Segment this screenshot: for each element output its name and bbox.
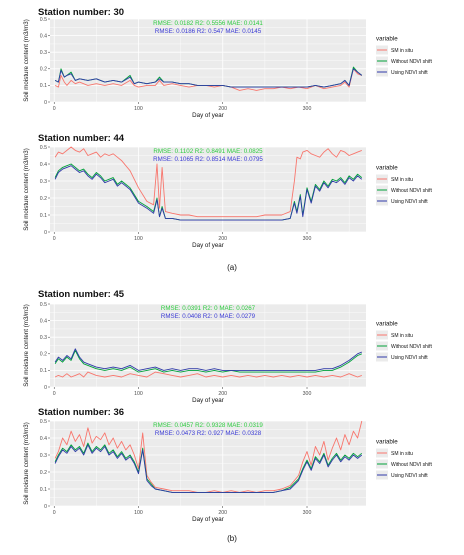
chart-title: Station number: 45 (38, 289, 125, 300)
y-tick-label: 0.2 (40, 196, 47, 202)
legend-item-label: Using NDVI shift (391, 355, 428, 361)
legend-title: variable (376, 321, 398, 328)
chart-panel-3: Station number: 36 0 0.1 0.2 0.3 0.4 0.5 0 100 20… (23, 407, 432, 523)
y-tick-label: 0.5 (40, 17, 47, 23)
series-line-3 (54, 165, 363, 221)
y-axis-label: Soil moisture content (m3/m3) (23, 304, 30, 387)
y-tick-label: 0.1 (40, 487, 47, 493)
subfigure-caption: (b) (227, 534, 237, 543)
y-tick-label: 0 (44, 100, 47, 106)
x-tick-label: 300 (303, 510, 312, 516)
x-tick-label: 300 (303, 391, 312, 397)
series-line-3 (54, 348, 362, 371)
x-tick-label: 0 (53, 106, 56, 112)
legend-item-label: Using NDVI shift (391, 199, 428, 205)
y-axis-label: Soil moisture content (m3/m3) (23, 422, 30, 505)
y-axis-label: Soil moisture content (m3/m3) (23, 148, 30, 231)
y-tick-label: 0.2 (40, 67, 47, 73)
legend-item-label: Without NDVI shift (391, 59, 432, 65)
stats-annotation: RMSE: 0.0457 R2: 0.9328 MAE: 0.0319 (153, 422, 263, 429)
x-tick-label: 0 (53, 236, 56, 242)
x-tick-label: 200 (218, 236, 227, 242)
stats-annotation: RMSE: 0.0186 R2: 0.547 MAE: 0.0145 (155, 28, 262, 35)
y-tick-label: 0.4 (40, 33, 47, 39)
stats-annotation: RMSE: 0.0182 R2: 0.5556 MAE: 0.0141 (153, 20, 263, 27)
legend-title: variable (376, 36, 398, 43)
series-line-1 (54, 68, 362, 91)
chart-title: Station number: 44 (38, 133, 125, 144)
chart-panel-0: Station number: 30 0 0.1 0.2 0.3 0.4 0.5 0 100 20… (23, 7, 432, 119)
y-tick-label: 0 (44, 385, 47, 391)
y-tick-label: 0.3 (40, 453, 47, 459)
y-tick-label: 0.3 (40, 335, 47, 341)
y-tick-label: 0.1 (40, 83, 47, 89)
y-tick-label: 0.2 (40, 352, 47, 358)
legend-item-label: Without NDVI shift (391, 188, 432, 194)
stats-annotation: RMSE: 0.0408 R2: 0 MAE: 0.0279 (161, 313, 256, 320)
y-tick-label: 0.4 (40, 318, 47, 324)
series-line-1 (54, 420, 363, 493)
legend-title: variable (376, 439, 398, 446)
stats-annotation: RMSE: 0.1065 R2: 0.8514 MAE: 0.0795 (153, 156, 263, 163)
chart-title: Station number: 30 (38, 7, 124, 18)
legend-item-label: SM in situ (391, 451, 413, 457)
stats-annotation: RMSE: 0.0391 R2: 0 MAE: 0.0267 (161, 305, 256, 312)
x-tick-label: 100 (134, 236, 143, 242)
chart-panel-1: Station number: 44 0 0.1 0.2 0.3 0.4 0.5 0 100 20… (23, 133, 432, 249)
x-tick-label: 100 (134, 106, 143, 112)
x-axis-label: Day of year (192, 516, 224, 523)
x-tick-label: 100 (134, 510, 143, 516)
series-line-3 (54, 68, 363, 88)
y-tick-label: 0.1 (40, 213, 47, 219)
x-tick-label: 300 (303, 106, 312, 112)
chart-title: Station number: 36 (38, 407, 124, 418)
x-tick-label: 0 (53, 391, 56, 397)
y-tick-label: 0 (44, 504, 47, 510)
x-tick-label: 0 (53, 510, 56, 516)
y-tick-label: 0.1 (40, 368, 47, 374)
chart-panel-2: Station number: 45 0 0.1 0.2 0.3 0.4 0.5 0 100 20… (23, 289, 432, 404)
x-tick-label: 200 (218, 106, 227, 112)
series-line-3 (54, 444, 363, 493)
x-tick-label: 300 (303, 236, 312, 242)
stats-annotation: RMSE: 0.1102 R2: 0.8491 MAE: 0.0825 (153, 148, 263, 155)
y-tick-label: 0 (44, 230, 47, 236)
y-tick-label: 0.5 (40, 419, 47, 425)
x-tick-label: 200 (218, 391, 227, 397)
legend-item-label: Using NDVI shift (391, 70, 428, 76)
series-line-1 (54, 146, 362, 218)
series-line-2 (54, 350, 362, 373)
y-tick-label: 0.4 (40, 162, 47, 168)
legend-item-label: SM in situ (391, 48, 413, 54)
legend-title: variable (376, 165, 398, 172)
legend-item-label: Without NDVI shift (391, 344, 432, 350)
y-tick-label: 0.5 (40, 302, 47, 308)
x-axis-label: Day of year (192, 242, 224, 249)
x-tick-label: 200 (218, 510, 227, 516)
legend-item-label: Using NDVI shift (391, 473, 428, 479)
y-tick-label: 0.3 (40, 50, 47, 56)
legend-item-label: SM in situ (391, 333, 413, 339)
y-tick-label: 0.3 (40, 179, 47, 185)
x-axis-label: Day of year (192, 397, 224, 404)
series-line-1 (54, 371, 362, 378)
y-axis-label: Soil moisture content (m3/m3) (23, 19, 30, 102)
x-axis-label: Day of year (192, 112, 224, 119)
legend-item-label: Without NDVI shift (391, 462, 432, 468)
y-tick-label: 0.5 (40, 145, 47, 151)
subfigure-caption: (a) (227, 263, 237, 272)
legend-item-label: SM in situ (391, 177, 413, 183)
stats-annotation: RMSE: 0.0473 R2: 0.927 MAE: 0.0328 (155, 430, 262, 437)
y-tick-label: 0.2 (40, 470, 47, 476)
x-tick-label: 100 (134, 391, 143, 397)
y-tick-label: 0.4 (40, 436, 47, 442)
